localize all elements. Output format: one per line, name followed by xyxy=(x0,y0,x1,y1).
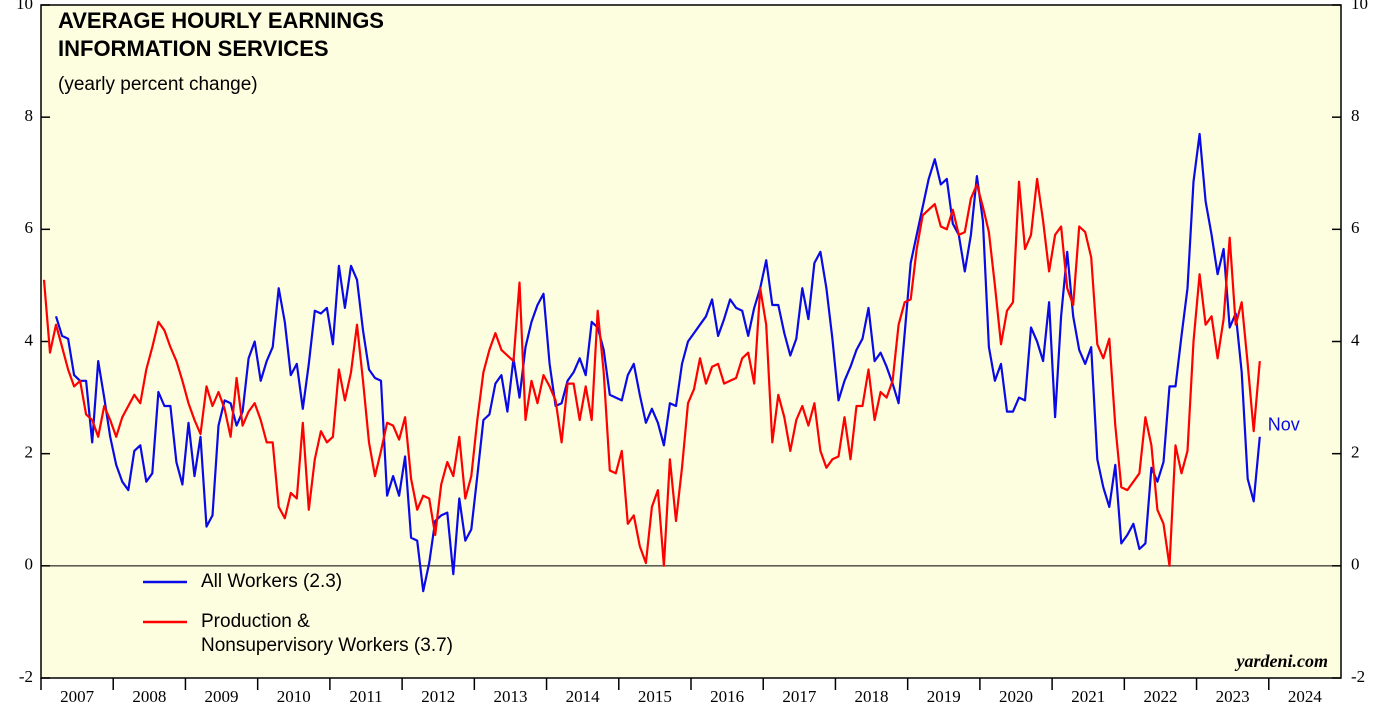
y-tick-label: 2 xyxy=(1351,443,1360,462)
x-tick-label: 2018 xyxy=(855,687,889,706)
y-tick-label: 2 xyxy=(25,443,34,462)
x-tick-label: 2015 xyxy=(638,687,672,706)
x-tick-label: 2016 xyxy=(710,687,744,706)
y-tick-label: 6 xyxy=(25,218,34,237)
x-tick-label: 2010 xyxy=(277,687,311,706)
x-tick-label: 2009 xyxy=(205,687,239,706)
series-line xyxy=(42,177,1261,567)
x-tick-label: 2023 xyxy=(1216,687,1250,706)
legend-label: All Workers (2.3) xyxy=(201,571,342,592)
chart-title: INFORMATION SERVICES xyxy=(58,36,329,61)
x-tick-label: 2019 xyxy=(927,687,961,706)
source: yardeni.com xyxy=(1235,651,1329,671)
x-tick-label: 2021 xyxy=(1071,687,1105,706)
y-tick-label: 6 xyxy=(1351,218,1360,237)
annotation: Nov xyxy=(1268,415,1300,435)
chart-subtitle: (yearly percent change) xyxy=(58,74,258,95)
x-tick-label: 2013 xyxy=(493,687,527,706)
x-tick-label: 2017 xyxy=(782,687,817,706)
x-tick-label: 2014 xyxy=(566,687,601,706)
y-tick-label: 0 xyxy=(1351,555,1360,574)
x-tick-label: 2007 xyxy=(60,687,95,706)
x-tick-label: 2024 xyxy=(1288,687,1323,706)
x-tick-label: 2012 xyxy=(421,687,455,706)
y-tick-label: 8 xyxy=(25,106,34,125)
x-tick-label: 2008 xyxy=(132,687,166,706)
y-tick-label: 4 xyxy=(1351,330,1360,349)
y-tick-label: 4 xyxy=(25,330,34,349)
x-tick-label: 2022 xyxy=(1143,687,1177,706)
y-tick-label: -2 xyxy=(1351,667,1365,686)
legend-label: Production & Nonsupervisory Workers (3.7) xyxy=(201,611,453,656)
x-tick-label: 2011 xyxy=(349,687,382,706)
series-line xyxy=(54,132,1261,593)
y-tick-label: 0 xyxy=(25,555,34,574)
y-tick-label: 10 xyxy=(1351,0,1368,13)
chart-title: AVERAGE HOURLY EARNINGS xyxy=(58,8,384,33)
x-tick-label: 2020 xyxy=(999,687,1033,706)
y-tick-label: 10 xyxy=(16,0,33,13)
y-tick-label: -2 xyxy=(19,667,33,686)
y-tick-label: 8 xyxy=(1351,106,1360,125)
